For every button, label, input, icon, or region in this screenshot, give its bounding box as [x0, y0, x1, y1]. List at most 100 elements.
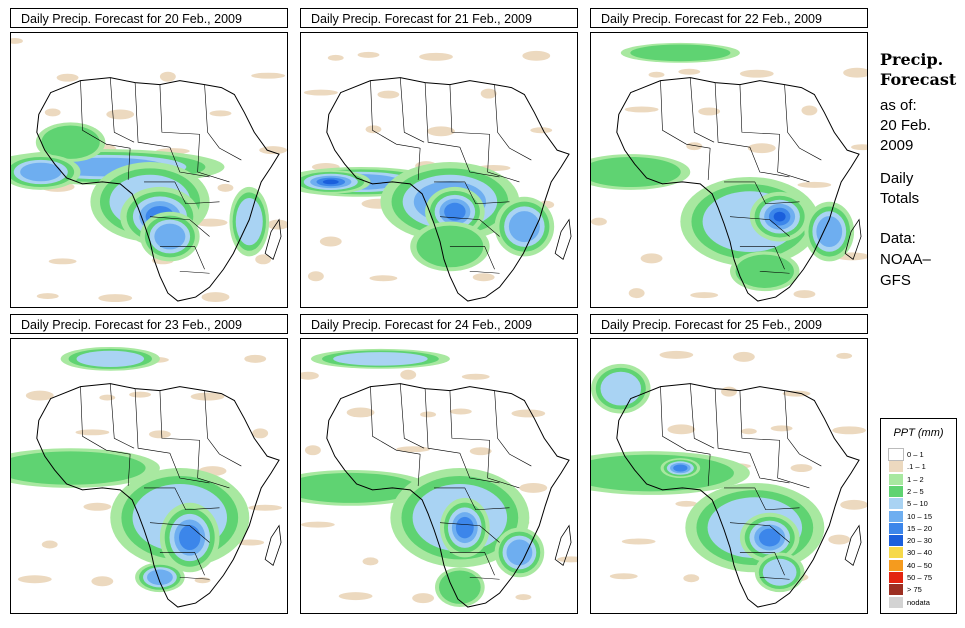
precip-drizzle: [83, 502, 112, 511]
madagascar-outline: [844, 218, 862, 260]
precip-drizzle: [98, 294, 133, 303]
precip-drizzle: [106, 109, 135, 120]
precip-map: [590, 32, 868, 308]
precip-drizzle: [843, 67, 867, 78]
data-source-line3: GFS: [880, 272, 911, 289]
precip-map: [590, 338, 868, 614]
country-border: [729, 522, 790, 543]
precip-drizzle: [149, 430, 171, 439]
precip-area: [147, 569, 173, 586]
legend-label: 40 – 50: [907, 560, 933, 570]
country-border: [144, 487, 220, 511]
precip-map: [10, 32, 288, 308]
precip-area: [673, 464, 688, 472]
precip-drizzle: [338, 592, 373, 601]
precip-drizzle: [480, 88, 497, 99]
madagascar-outline: [264, 524, 282, 566]
precip-drizzle: [519, 482, 548, 493]
country-border: [759, 270, 790, 274]
legend-label: 30 – 40: [907, 548, 933, 558]
africa-map-svg: [301, 348, 577, 608]
country-border: [439, 522, 500, 543]
precip-drizzle: [377, 90, 400, 99]
country-border: [219, 453, 242, 467]
legend-label: .1 – 1: [907, 462, 926, 472]
precip-drizzle: [621, 538, 656, 545]
precip-drizzle: [624, 106, 659, 113]
precip-map: [300, 32, 578, 308]
precip-drizzle: [797, 181, 832, 188]
precip-drizzle: [675, 500, 698, 507]
legend-swatch: [889, 498, 903, 510]
country-border: [159, 390, 200, 441]
precip-drizzle: [36, 293, 59, 300]
legend-swatch: [888, 448, 904, 461]
sidebar-title: Precip. Forecast: [880, 50, 956, 90]
precip-drizzle: [301, 371, 319, 380]
panel-title: Daily Precip. Forecast for 20 Feb., 2009: [10, 8, 288, 28]
country-border: [134, 82, 170, 148]
legend-swatch: [889, 584, 903, 596]
africa-map-svg: [591, 350, 867, 608]
as-of-label: as of:: [880, 97, 917, 114]
precip-drizzle: [319, 236, 342, 247]
precip-area: [506, 539, 533, 566]
precip-map: [10, 338, 288, 614]
country-border: [80, 80, 131, 149]
legend-label: 20 – 30: [907, 536, 933, 546]
country-border: [204, 84, 220, 149]
precip-drizzle: [557, 556, 577, 563]
country-border: [439, 216, 500, 237]
precip-drizzle: [56, 73, 79, 82]
precip-drizzle: [396, 446, 431, 453]
legend-label: 15 – 20: [907, 523, 933, 533]
precip-drizzle: [303, 89, 338, 96]
precip-drizzle: [740, 428, 757, 435]
precip-drizzle: [159, 71, 176, 82]
data-source-line1: Data:: [880, 230, 916, 247]
precip-drizzle: [828, 534, 851, 545]
country-border: [204, 390, 220, 455]
country-border: [729, 216, 790, 237]
country-border: [399, 77, 425, 143]
country-border: [724, 487, 800, 511]
country-border: [127, 148, 131, 180]
precip-area: [591, 156, 681, 187]
precip-drizzle: [609, 573, 638, 580]
precip-area: [455, 516, 474, 539]
precip-area: [762, 558, 797, 586]
country-border: [417, 454, 421, 486]
country-border: [494, 84, 510, 149]
precip-drizzle: [840, 499, 867, 510]
precip-drizzle: [640, 253, 663, 264]
country-border: [739, 390, 780, 441]
precip-area: [773, 211, 786, 222]
precip-drizzle: [686, 142, 703, 151]
country-border: [197, 440, 230, 489]
forecast-date-line2: 2009: [880, 137, 914, 154]
precip-drizzle: [747, 143, 776, 154]
precip-drizzle: [255, 254, 272, 265]
precip-drizzle: [267, 219, 287, 230]
precip-drizzle: [190, 392, 225, 401]
country-border: [399, 383, 425, 449]
country-border: [449, 552, 495, 576]
country-border: [417, 148, 421, 180]
legend-label: 10 – 15: [907, 511, 933, 521]
precip-drizzle: [91, 576, 114, 587]
panel-title: Daily Precip. Forecast for 21 Feb., 2009: [300, 8, 578, 28]
legend-swatch: [889, 547, 903, 559]
precip-drizzle: [75, 429, 110, 436]
country-border: [714, 388, 750, 454]
precip-area: [301, 472, 418, 503]
country-border: [660, 386, 711, 455]
country-border: [777, 134, 810, 183]
country-border: [714, 82, 750, 148]
legend-swatch: [889, 473, 903, 485]
precip-area: [630, 44, 731, 62]
country-border: [149, 522, 210, 543]
precip-drizzle: [201, 292, 230, 303]
ppt-legend: PPT (mm) 0 – 1 .1 – 1 1 – 2 2 – 5 5 – 10 10 –…: [880, 418, 957, 614]
precip-drizzle: [732, 351, 755, 362]
precip-drizzle: [667, 424, 696, 435]
